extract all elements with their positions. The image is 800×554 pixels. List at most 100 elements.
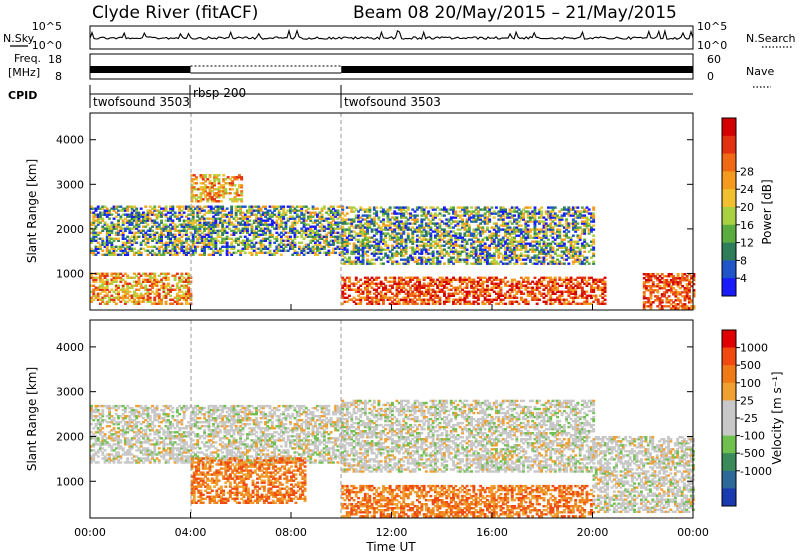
heatmap-cell (309, 213, 313, 216)
heatmap-cell (424, 262, 428, 265)
heatmap-cell (510, 290, 514, 293)
heatmap-cell (524, 276, 528, 279)
heatmap-cell (458, 220, 462, 223)
heatmap-cell (199, 182, 203, 185)
heatmap-cell (291, 225, 295, 228)
heatmap-cell (449, 238, 453, 241)
heatmap-cell (443, 214, 446, 217)
heatmap-cell (424, 216, 428, 219)
heatmap-cell (243, 223, 247, 226)
heatmap-cell (295, 235, 299, 238)
heatmap-cell (189, 209, 193, 212)
heatmap-cell (96, 294, 100, 297)
heatmap-cell (431, 252, 435, 255)
heatmap-cell (391, 212, 394, 215)
heatmap-cell (148, 292, 152, 295)
heatmap-cell (248, 209, 252, 212)
heatmap-cell (359, 240, 363, 243)
heatmap-cell (185, 302, 188, 305)
heatmap-cell (153, 280, 157, 283)
heatmap-cell (225, 207, 229, 210)
heatmap-cell (388, 256, 392, 259)
heatmap-cell (513, 238, 516, 241)
heatmap-cell (187, 272, 191, 275)
heatmap-cell (117, 284, 120, 287)
heatmap-cell (169, 223, 172, 226)
heatmap-cell (201, 186, 205, 189)
heatmap-cell (90, 205, 93, 208)
heatmap-cell (427, 226, 431, 229)
heatmap-cell (185, 249, 188, 252)
heatmap-cell (266, 217, 270, 220)
heatmap-cell (452, 210, 455, 213)
cpid-segment-3: twofsound 3503 (344, 95, 441, 109)
heatmap-cell (343, 242, 347, 245)
heatmap-cell (284, 223, 288, 226)
heatmap-cell (103, 243, 107, 246)
heatmap-cell (357, 256, 360, 259)
heatmap-cell (194, 249, 197, 252)
heatmap-cell (404, 246, 408, 249)
heatmap-cell (320, 213, 324, 216)
heatmap-cell (486, 252, 489, 255)
heatmap-cell (436, 290, 440, 293)
heatmap-cell (207, 209, 211, 212)
heatmap-cell (411, 302, 415, 305)
heatmap-cell (418, 288, 421, 291)
heatmap-cell (594, 282, 598, 285)
heatmap-cell (341, 278, 345, 281)
heatmap-cell (187, 221, 191, 224)
heatmap-cell (313, 225, 317, 228)
heatmap-cell (406, 284, 410, 287)
heatmap-cell (519, 254, 523, 257)
heatmap-cell (348, 242, 351, 245)
heatmap-cell (139, 253, 143, 256)
heatmap-cell (117, 286, 120, 289)
heatmap-cell (483, 206, 487, 209)
heatmap-cell (431, 258, 435, 261)
heatmap-cell (486, 278, 489, 281)
heatmap-cell (216, 249, 220, 252)
heatmap-cell (239, 205, 243, 208)
heatmap-cell (96, 221, 100, 224)
heatmap-cell (201, 178, 205, 181)
heatmap-cell (551, 298, 555, 301)
heatmap-cell (137, 296, 141, 299)
heatmap-cell (404, 226, 408, 229)
heatmap-cell (470, 262, 473, 265)
heatmap-cell (517, 248, 521, 251)
heatmap-cell (185, 272, 188, 275)
heatmap-cell (206, 200, 210, 203)
heatmap-cell (357, 218, 360, 221)
heatmap-cell (372, 278, 376, 281)
heatmap-cell (452, 226, 455, 229)
heatmap-cell (476, 228, 480, 231)
heatmap-cell (293, 245, 297, 248)
heatmap-cell (178, 286, 182, 289)
heatmap-cell (567, 288, 571, 291)
heatmap-cell (200, 239, 204, 242)
heatmap-cell (286, 243, 290, 246)
heatmap-cell (377, 298, 381, 301)
heatmap-cell (112, 217, 116, 220)
heatmap-cell (90, 251, 93, 254)
heatmap-cell (185, 239, 188, 242)
heatmap-cell (166, 243, 170, 246)
heatmap-cell (304, 227, 308, 230)
heatmap-cell (470, 280, 473, 283)
heatmap-cell (454, 236, 458, 239)
heatmap-cell (522, 292, 525, 295)
heatmap-cell (320, 209, 324, 212)
heatmap-cell (101, 229, 105, 232)
heatmap-cell (452, 294, 455, 297)
heatmap-cell (148, 205, 152, 208)
heatmap-cell (133, 241, 136, 244)
heatmap-cell (445, 230, 449, 233)
heatmap-cell (504, 276, 507, 279)
heatmap-cell (199, 194, 203, 197)
heatmap-cell (230, 233, 234, 236)
heatmap-cell (447, 278, 451, 281)
heatmap-cell (449, 216, 453, 219)
heatmap-cell (510, 244, 514, 247)
heatmap-cell (436, 296, 440, 299)
